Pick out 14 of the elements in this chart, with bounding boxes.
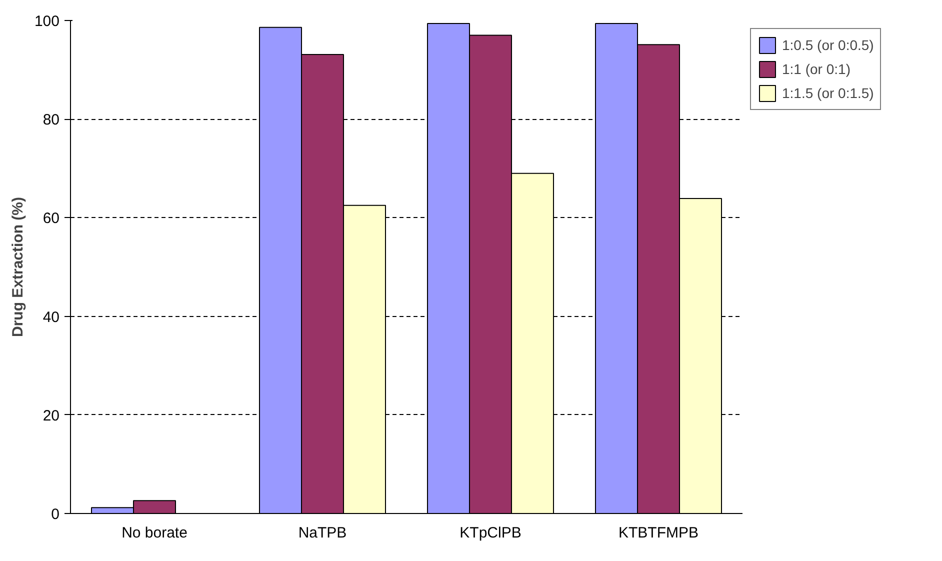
x-tick-label: KTpClPB [460,524,522,542]
y-tick-label: 100 [34,13,60,30]
y-tick-label: 80 [42,112,60,129]
x-tick-label: KTBTFMPB [618,524,699,542]
legend-label: 1:1 (or 0:1) [782,61,850,77]
x-tick-label: NaTPB [298,524,347,542]
y-tick-label: 40 [42,308,60,326]
y-tick-label: 0 [51,506,60,523]
y-tick-label: 20 [42,407,60,424]
y-tick-label: 60 [42,210,60,228]
legend-label: 1:0.5 (or 0:0.5) [782,37,874,53]
x-tick-label: No borate [122,524,188,542]
y-axis-title: Drug Extraction (%) [9,196,26,338]
legend-label: 1:1.5 (or 0:1.5) [782,85,874,101]
